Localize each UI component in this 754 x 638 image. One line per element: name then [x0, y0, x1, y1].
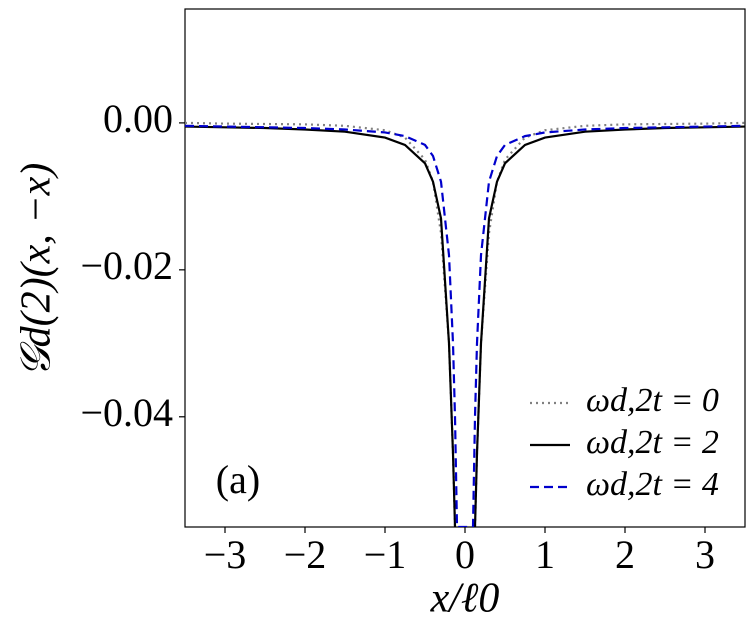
x-tick-label: −3 — [204, 532, 247, 577]
x-tick-label: −2 — [284, 532, 327, 577]
x-tick-label: 3 — [695, 532, 715, 577]
x-tick-label: −1 — [364, 532, 407, 577]
annotation: (a) — [216, 457, 260, 502]
y-tick-label: −0.04 — [80, 390, 173, 435]
x-tick-label: 2 — [615, 532, 635, 577]
y-tick-label: 0.00 — [103, 96, 173, 141]
y-axis-label: 𝒢d(2)(x, −x) — [14, 163, 60, 377]
series-line — [185, 125, 745, 527]
legend-label: ωd,2t = 4 — [586, 466, 719, 503]
x-tick-label: 1 — [535, 532, 555, 577]
x-axis-label: x/ℓ0 — [430, 576, 500, 622]
series-line — [185, 124, 745, 527]
y-tick-label: −0.02 — [80, 243, 173, 288]
series-line — [185, 121, 745, 527]
legend-label: ωd,2t = 2 — [586, 424, 719, 461]
legend-label: ωd,2t = 0 — [586, 382, 719, 419]
plot-area — [185, 121, 745, 527]
x-tick-label: 0 — [455, 532, 475, 577]
